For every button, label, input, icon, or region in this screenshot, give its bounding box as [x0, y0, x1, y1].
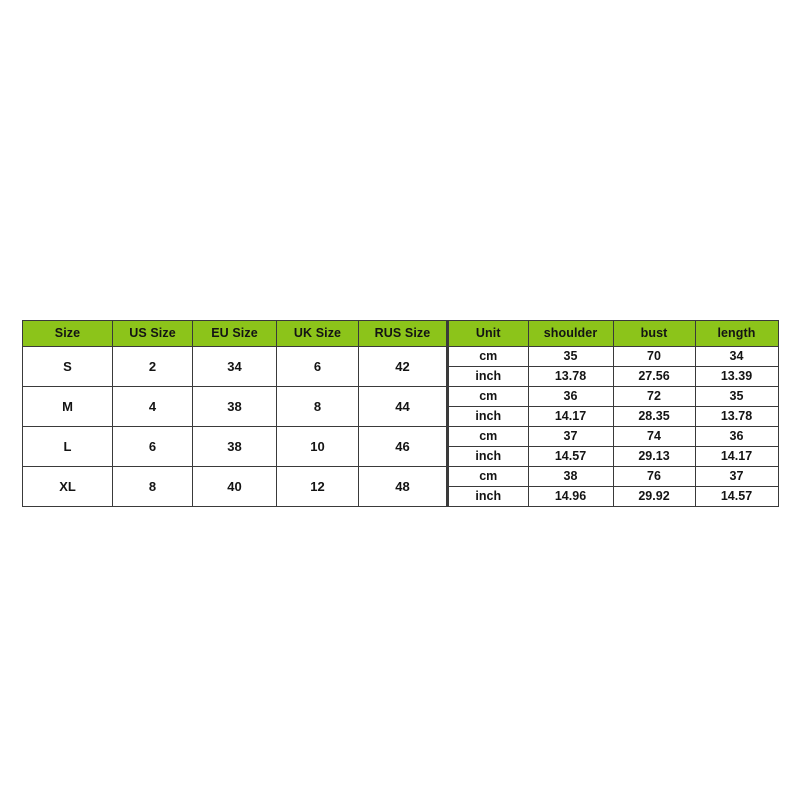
column-header-us-size: US Size	[112, 320, 193, 347]
cell-bust: 72	[612, 386, 696, 407]
cell-shoulder: 35	[527, 346, 614, 367]
cell-bust: 76	[612, 466, 696, 487]
column-header-bust: bust	[612, 320, 696, 347]
cell-shoulder: 37	[527, 426, 614, 447]
size-conversion-table: Size US Size EU Size UK Size RUS Size S …	[22, 320, 447, 507]
cell-uk-size: 12	[276, 466, 359, 507]
cell-shoulder: 14.57	[527, 446, 614, 467]
cell-rus-size: 46	[358, 426, 447, 467]
cell-rus-size: 42	[358, 346, 447, 387]
cell-shoulder: 36	[527, 386, 614, 407]
cell-length: 36	[694, 426, 779, 447]
cell-unit: inch	[447, 406, 529, 427]
cell-length: 14.57	[694, 486, 779, 507]
cell-unit: cm	[447, 426, 529, 447]
cell-bust: 28.35	[612, 406, 696, 427]
cell-shoulder: 38	[527, 466, 614, 487]
cell-shoulder: 13.78	[527, 366, 614, 387]
table-row: inch 14.57 29.13 14.17	[447, 446, 779, 467]
cell-length: 14.17	[694, 446, 779, 467]
column-header-size: Size	[22, 320, 113, 347]
table-row: XL 8 40 12 48	[22, 466, 447, 507]
cell-length: 37	[694, 466, 779, 487]
cell-unit: cm	[447, 386, 529, 407]
cell-bust: 27.56	[612, 366, 696, 387]
size-chart-table: Size US Size EU Size UK Size RUS Size S …	[22, 320, 779, 507]
table-row: inch 13.78 27.56 13.39	[447, 366, 779, 387]
measurements-table: Unit shoulder bust length cm 35 70 34 in…	[447, 320, 779, 507]
cell-shoulder: 14.96	[527, 486, 614, 507]
table-row: inch 14.17 28.35 13.78	[447, 406, 779, 427]
cell-bust: 70	[612, 346, 696, 367]
table-row: cm 35 70 34	[447, 346, 779, 367]
column-header-shoulder: shoulder	[527, 320, 614, 347]
column-header-unit: Unit	[447, 320, 529, 347]
cell-rus-size: 44	[358, 386, 447, 427]
table-header-row: Unit shoulder bust length	[447, 320, 779, 347]
cell-unit: inch	[447, 486, 529, 507]
table-header-row: Size US Size EU Size UK Size RUS Size	[22, 320, 447, 347]
cell-unit: cm	[447, 466, 529, 487]
table-row: M 4 38 8 44	[22, 386, 447, 427]
column-header-length: length	[694, 320, 779, 347]
cell-eu-size: 38	[192, 386, 277, 427]
cell-bust: 74	[612, 426, 696, 447]
cell-us-size: 2	[112, 346, 193, 387]
table-row: cm 36 72 35	[447, 386, 779, 407]
cell-size: XL	[22, 466, 113, 507]
cell-us-size: 8	[112, 466, 193, 507]
table-row: L 6 38 10 46	[22, 426, 447, 467]
cell-length: 13.39	[694, 366, 779, 387]
cell-uk-size: 8	[276, 386, 359, 427]
cell-us-size: 6	[112, 426, 193, 467]
cell-eu-size: 38	[192, 426, 277, 467]
table-row: cm 37 74 36	[447, 426, 779, 447]
table-row: cm 38 76 37	[447, 466, 779, 487]
cell-size: M	[22, 386, 113, 427]
cell-unit: inch	[447, 446, 529, 467]
cell-length: 13.78	[694, 406, 779, 427]
cell-unit: cm	[447, 346, 529, 367]
column-header-rus-size: RUS Size	[358, 320, 447, 347]
cell-uk-size: 10	[276, 426, 359, 467]
column-header-eu-size: EU Size	[192, 320, 277, 347]
cell-rus-size: 48	[358, 466, 447, 507]
cell-size: S	[22, 346, 113, 387]
cell-bust: 29.13	[612, 446, 696, 467]
column-header-uk-size: UK Size	[276, 320, 359, 347]
cell-us-size: 4	[112, 386, 193, 427]
cell-size: L	[22, 426, 113, 467]
table-row: inch 14.96 29.92 14.57	[447, 486, 779, 507]
cell-uk-size: 6	[276, 346, 359, 387]
cell-length: 34	[694, 346, 779, 367]
cell-eu-size: 40	[192, 466, 277, 507]
table-row: S 2 34 6 42	[22, 346, 447, 387]
cell-bust: 29.92	[612, 486, 696, 507]
cell-eu-size: 34	[192, 346, 277, 387]
cell-unit: inch	[447, 366, 529, 387]
cell-length: 35	[694, 386, 779, 407]
cell-shoulder: 14.17	[527, 406, 614, 427]
